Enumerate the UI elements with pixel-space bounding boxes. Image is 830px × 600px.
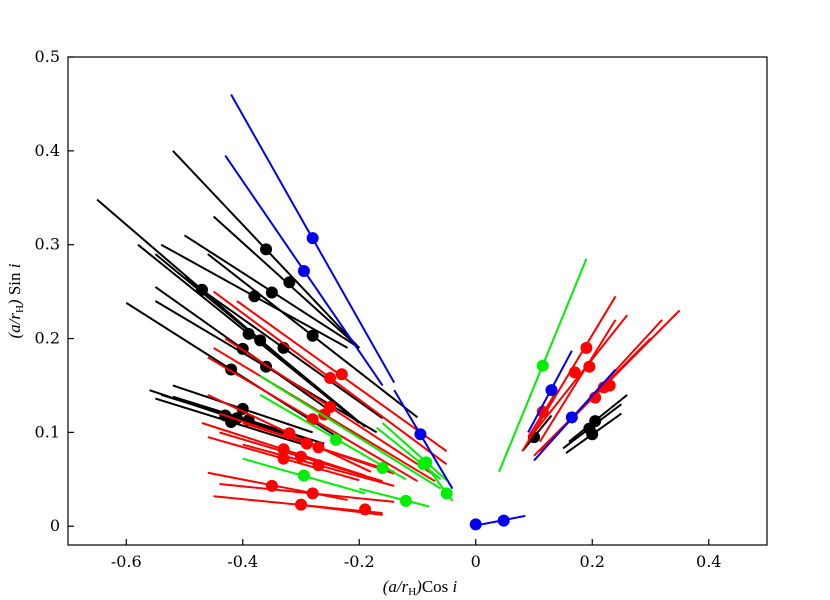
data-point-red-1 bbox=[324, 371, 337, 384]
data-point-red-12 bbox=[265, 479, 278, 492]
series-blue bbox=[224, 94, 617, 531]
x-axis-title-rest: Cos bbox=[422, 577, 453, 596]
error-line-green-6 bbox=[359, 487, 430, 508]
data-point-blue-3 bbox=[545, 384, 558, 397]
data-point-red-16 bbox=[580, 341, 593, 354]
series-layer bbox=[96, 94, 681, 531]
data-point-black-1 bbox=[195, 283, 208, 296]
data-point-black-3 bbox=[283, 276, 296, 289]
data-point-red-20 bbox=[597, 381, 610, 394]
data-point-red-7 bbox=[277, 443, 290, 456]
data-point-green-2 bbox=[329, 433, 342, 446]
data-point-green-1 bbox=[376, 462, 389, 475]
data-point-red-14 bbox=[295, 498, 307, 511]
x-axis-title-var: i bbox=[453, 577, 458, 596]
data-point-black-6 bbox=[242, 327, 255, 340]
series-red bbox=[201, 290, 681, 516]
error-line-green-4 bbox=[381, 422, 448, 481]
error-line-red-18 bbox=[538, 319, 617, 443]
data-point-blue-4 bbox=[565, 411, 578, 424]
x-axis-title-paren-open: (a/r bbox=[383, 577, 409, 596]
data-point-black-2 bbox=[265, 286, 278, 299]
data-point-black-20 bbox=[586, 428, 599, 441]
data-point-green-5 bbox=[297, 469, 310, 482]
data-point-blue-1 bbox=[297, 264, 310, 277]
data-point-red-11 bbox=[312, 459, 325, 472]
data-point-red-0 bbox=[335, 368, 348, 381]
x-axis-title: (a/rH)Cos i bbox=[383, 577, 458, 598]
data-point-red-15 bbox=[359, 503, 372, 516]
y-tick-label: 0.4 bbox=[35, 141, 60, 160]
y-axis-title-paren-close: ) bbox=[5, 295, 24, 306]
error-line-red-15 bbox=[306, 504, 383, 516]
plot-frame bbox=[67, 56, 768, 546]
x-tick-label: -0.4 bbox=[227, 552, 258, 571]
data-point-red-10 bbox=[277, 452, 290, 465]
data-point-black-5 bbox=[306, 329, 319, 342]
data-point-red-5 bbox=[283, 427, 296, 440]
data-point-blue-2 bbox=[414, 428, 427, 441]
data-point-red-18 bbox=[583, 360, 596, 373]
x-tick-label: -0.2 bbox=[344, 552, 375, 571]
data-point-green-6 bbox=[399, 494, 412, 507]
ticks-layer: -0.6 -0.4 -0.2 0 0.2 0.4 0 0.1 0.2 0.3 0.4 0.5 bbox=[35, 47, 722, 571]
y-tick-label: 0.3 bbox=[35, 235, 60, 254]
x-axis-title-subscript: H bbox=[408, 586, 416, 598]
y-axis-title-rest: Sin bbox=[5, 268, 24, 295]
y-axis-title-var: i bbox=[5, 263, 24, 268]
data-point-red-4 bbox=[306, 413, 319, 426]
series-green bbox=[242, 258, 588, 508]
y-axis-title: (a/rH) Sin i bbox=[5, 263, 26, 338]
data-point-red-13 bbox=[306, 487, 319, 500]
x-axis-title-paren-close: ) bbox=[415, 577, 422, 596]
data-point-red-8 bbox=[312, 441, 325, 454]
y-tick-label: 0.5 bbox=[35, 47, 60, 66]
y-tick-label: 0.1 bbox=[35, 422, 60, 441]
y-axis-title-paren-open: (a/r bbox=[5, 313, 24, 339]
data-point-black-7 bbox=[254, 334, 267, 347]
y-tick-label: 0.2 bbox=[35, 329, 60, 348]
error-line-green-1 bbox=[259, 375, 442, 490]
x-tick-label: 0 bbox=[471, 552, 481, 571]
data-point-green-7 bbox=[440, 487, 453, 500]
data-point-black-0 bbox=[260, 243, 273, 256]
x-tick-label: 0.4 bbox=[696, 552, 721, 571]
y-axis-title-subscript: H bbox=[14, 305, 26, 313]
data-point-green-0 bbox=[536, 359, 549, 372]
data-point-red-17 bbox=[568, 366, 581, 379]
data-point-red-6 bbox=[300, 437, 313, 450]
data-point-blue-0 bbox=[306, 232, 319, 245]
data-point-black-4 bbox=[248, 290, 261, 303]
data-point-red-9 bbox=[295, 450, 307, 463]
data-point-green-4 bbox=[420, 456, 433, 469]
data-point-blue-6 bbox=[497, 514, 510, 527]
x-tick-label: -0.6 bbox=[111, 552, 142, 571]
x-tick-label: 0.2 bbox=[580, 552, 605, 571]
y-tick-label: 0 bbox=[50, 516, 60, 535]
data-point-blue-5 bbox=[469, 518, 482, 531]
